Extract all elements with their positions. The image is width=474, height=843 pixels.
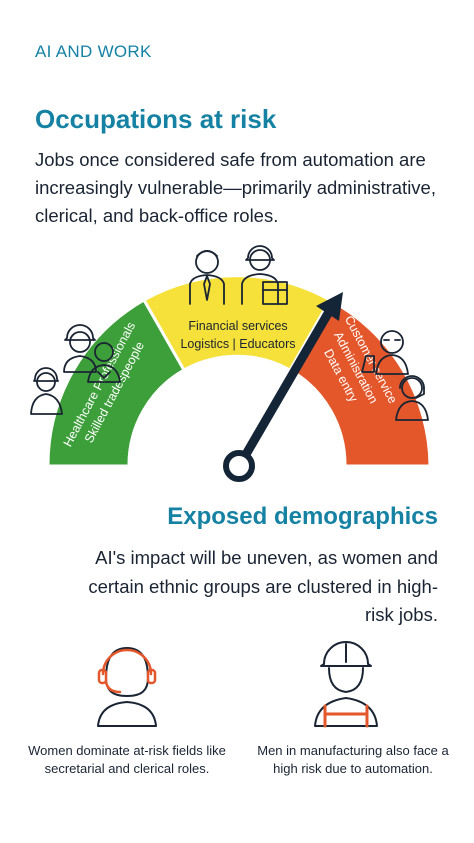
svg-text:Logistics | Educators: Logistics | Educators xyxy=(180,337,295,351)
hardhat-worker-icon xyxy=(314,641,378,728)
gauge-segment-red xyxy=(287,297,432,468)
occupations-title: Occupations at risk xyxy=(35,104,277,134)
men-card-text: Men in manufacturing also face a high ri… xyxy=(257,743,449,776)
businessman-icon xyxy=(189,250,225,305)
worker-icon xyxy=(30,367,63,415)
nurse-icon xyxy=(87,342,121,383)
risk-gauge: Healthcare Professionals Skilled tradesp… xyxy=(30,245,432,482)
section-kicker: AI AND WORK xyxy=(35,42,152,61)
woman-headset-icon xyxy=(97,647,157,727)
delivery-worker-icon xyxy=(241,245,288,305)
demographics-title: Exposed demographics xyxy=(167,503,438,530)
occupations-intro: Jobs once considered safe from automatio… xyxy=(35,149,436,226)
headset-agent-icon xyxy=(395,375,429,421)
gauge-label-yellow: Financial services Logistics | Educators xyxy=(180,319,295,351)
women-card-text: Women dominate at-risk fields like secre… xyxy=(28,743,226,776)
demographics-intro: AI's impact will be uneven, as women and… xyxy=(88,547,438,625)
svg-text:Financial services: Financial services xyxy=(188,319,287,333)
office-worker-icon xyxy=(361,330,409,375)
arrow-needle-icon xyxy=(223,292,343,482)
